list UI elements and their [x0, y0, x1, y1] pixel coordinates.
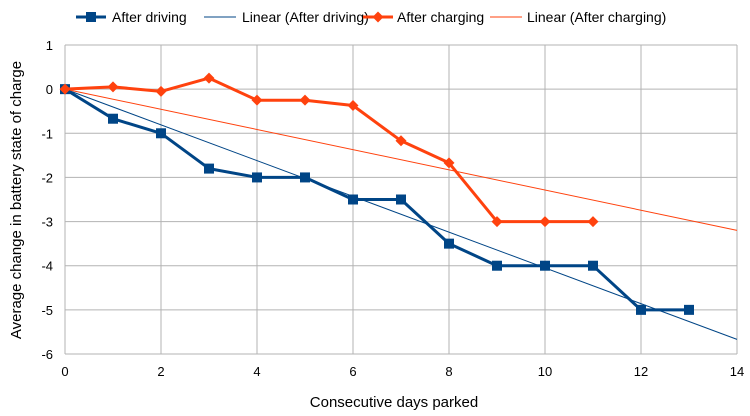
data-point-after-charging [539, 216, 551, 228]
x-axis-title: Consecutive days parked [310, 394, 478, 411]
y-tick-label: -2 [41, 170, 53, 185]
data-point-after-charging [443, 157, 455, 169]
x-tick-label: 0 [61, 364, 68, 379]
series-linear-after-driving [64, 88, 738, 340]
data-point-after-driving [348, 194, 358, 205]
y-tick-label: 1 [46, 38, 53, 53]
data-point-after-charging [203, 72, 215, 84]
legend-label: Linear (After charging) [527, 9, 666, 25]
legend-item-linear-after-driving: Linear (After driving) [204, 9, 369, 25]
legend-label: Linear (After driving) [242, 9, 369, 25]
x-tick-label: 4 [253, 364, 260, 379]
data-point-after-charging [251, 94, 263, 106]
x-tick-label: 8 [445, 364, 452, 379]
y-tick-label: -3 [41, 215, 53, 230]
legend: After driving Linear (After driving) After… [76, 9, 666, 25]
y-tick-label: 0 [46, 82, 53, 97]
data-point-after-charging [155, 85, 167, 97]
data-point-after-driving [588, 260, 598, 271]
y-axis-title: Average change in battery state of charg… [8, 61, 25, 339]
data-point-after-driving [108, 113, 118, 124]
legend-label: After driving [112, 9, 187, 25]
data-point-after-charging [587, 216, 599, 228]
data-point-after-charging [107, 81, 119, 93]
y-tick-label: -1 [41, 126, 53, 141]
series-after-driving [60, 84, 694, 315]
x-tick-label: 14 [730, 364, 744, 379]
data-point-after-driving [252, 172, 262, 183]
y-tick-label: -6 [41, 347, 53, 362]
data-point-after-charging [299, 94, 311, 106]
y-tick-label: -4 [41, 259, 53, 274]
data-point-after-driving [300, 172, 310, 183]
x-tick-label: 12 [634, 364, 648, 379]
legend-item-after-driving: After driving [76, 9, 187, 25]
grid [64, 44, 738, 355]
data-point-after-driving [636, 304, 646, 315]
legend-item-linear-after-charging: Linear (After charging) [490, 9, 666, 25]
data-point-after-charging [395, 135, 407, 147]
x-tick-label: 10 [538, 364, 552, 379]
data-point-after-driving [204, 163, 214, 174]
line-after-charging [64, 76, 593, 224]
data-point-after-charging [491, 216, 503, 228]
data-point-after-driving [156, 128, 166, 139]
legend-marker [86, 12, 96, 22]
data-point-after-charging [59, 83, 71, 95]
series-after-charging [59, 72, 599, 228]
x-tick-label: 2 [157, 364, 164, 379]
data-point-after-driving [444, 238, 454, 249]
data-point-after-driving [396, 194, 406, 205]
x-tick-label: 6 [349, 364, 356, 379]
trendline-linear-after-driving [64, 88, 738, 340]
series-layer [59, 72, 738, 340]
legend-marker [372, 11, 384, 23]
legend-label: After charging [397, 9, 484, 25]
y-tick-label: -5 [41, 303, 53, 318]
legend-item-after-charging: After charging [363, 9, 484, 25]
data-point-after-driving [540, 260, 550, 271]
trendline-linear-after-charging [64, 88, 738, 231]
line-after-driving [64, 87, 689, 312]
series-linear-after-charging [64, 88, 738, 231]
data-point-after-driving [684, 304, 694, 315]
data-point-after-driving [492, 260, 502, 271]
data-point-after-charging [347, 99, 359, 111]
